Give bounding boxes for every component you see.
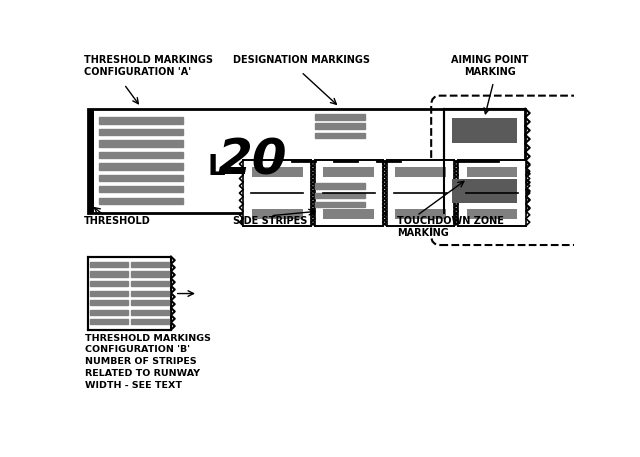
Bar bbox=[315, 193, 365, 198]
Text: TOUCHDOWN ZONE
MARKING: TOUCHDOWN ZONE MARKING bbox=[397, 216, 504, 238]
Bar bbox=[458, 160, 526, 226]
Bar bbox=[315, 202, 365, 207]
Bar bbox=[252, 167, 303, 177]
Bar bbox=[131, 291, 168, 296]
Bar bbox=[315, 123, 365, 129]
Bar bbox=[90, 262, 128, 267]
Bar bbox=[99, 129, 183, 135]
Bar bbox=[88, 256, 171, 330]
Bar bbox=[395, 167, 446, 177]
Bar bbox=[90, 310, 128, 315]
Bar bbox=[252, 209, 303, 219]
Bar bbox=[90, 281, 128, 286]
Bar bbox=[99, 152, 183, 158]
Bar bbox=[131, 281, 168, 286]
Bar bbox=[467, 167, 517, 177]
Bar bbox=[88, 109, 94, 213]
Text: DESIGNATION MARKINGS: DESIGNATION MARKINGS bbox=[232, 55, 369, 65]
Bar bbox=[315, 133, 365, 138]
Bar bbox=[395, 209, 446, 219]
Bar bbox=[99, 163, 183, 170]
Text: 20: 20 bbox=[217, 137, 287, 185]
Bar bbox=[131, 310, 168, 315]
Bar bbox=[452, 118, 517, 143]
Text: THRESHOLD MARKINGS
CONFIGURATION 'B'
NUMBER OF STRIPES
RELATED TO RUNWAY
WIDTH -: THRESHOLD MARKINGS CONFIGURATION 'B' NUM… bbox=[86, 334, 211, 390]
Bar bbox=[88, 109, 525, 213]
Bar bbox=[131, 271, 168, 276]
Bar bbox=[387, 160, 454, 226]
Bar bbox=[243, 160, 311, 226]
Bar bbox=[452, 179, 517, 203]
Bar bbox=[315, 114, 365, 120]
Bar bbox=[90, 319, 128, 324]
Bar bbox=[131, 262, 168, 267]
Text: L: L bbox=[207, 153, 225, 181]
Text: THRESHOLD: THRESHOLD bbox=[84, 216, 150, 226]
Bar bbox=[90, 300, 128, 305]
Bar bbox=[99, 198, 183, 204]
Bar bbox=[99, 186, 183, 192]
Bar bbox=[99, 175, 183, 181]
Bar bbox=[90, 291, 128, 296]
Bar bbox=[323, 167, 374, 177]
Bar bbox=[467, 209, 517, 219]
Bar bbox=[99, 140, 183, 147]
Bar bbox=[315, 160, 383, 226]
Bar bbox=[90, 271, 128, 276]
Bar bbox=[131, 300, 168, 305]
Text: SIDE STRIPES: SIDE STRIPES bbox=[233, 216, 307, 226]
Bar bbox=[315, 183, 365, 189]
Bar bbox=[131, 319, 168, 324]
Text: THRESHOLD MARKINGS
CONFIGURATION 'A': THRESHOLD MARKINGS CONFIGURATION 'A' bbox=[84, 55, 213, 77]
Bar bbox=[323, 209, 374, 219]
Text: AIMING POINT
MARKING: AIMING POINT MARKING bbox=[451, 55, 529, 77]
Bar bbox=[99, 117, 183, 124]
